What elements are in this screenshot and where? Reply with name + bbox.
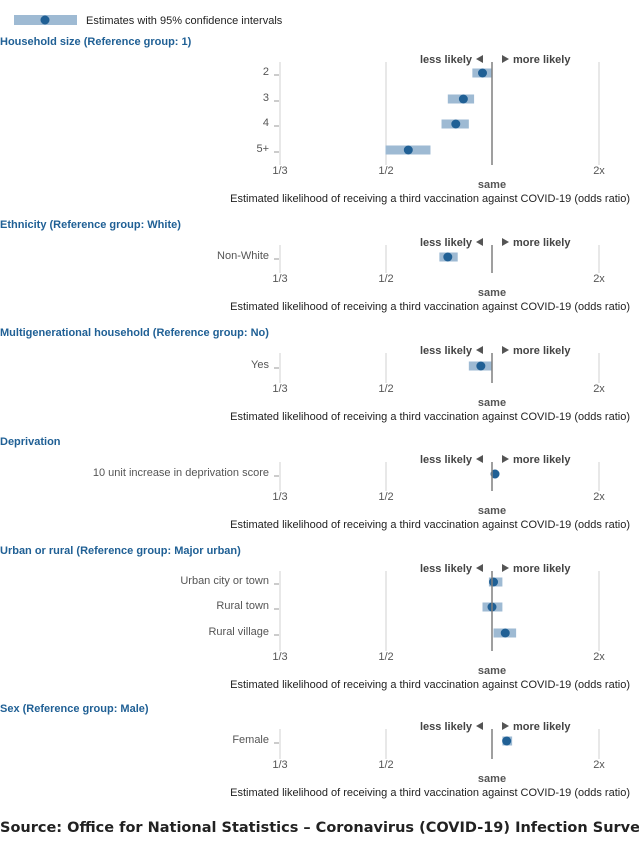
panel: Household size (Reference group: 1) less … <box>0 36 630 205</box>
estimate-point <box>451 119 461 129</box>
category-label: 10 unit increase in deprivation score <box>93 467 269 479</box>
panel-title: Ethnicity (Reference group: White) <box>0 219 181 231</box>
estimate-point <box>490 469 500 479</box>
tick-label: 1/3 <box>272 491 287 503</box>
tick-label: 1/2 <box>378 759 393 771</box>
estimate-point <box>458 94 468 104</box>
arrow-right-icon <box>502 55 509 63</box>
tick-label: 1/2 <box>378 165 393 177</box>
arrow-left-icon <box>476 455 483 463</box>
x-axis-title: Estimated likelihood of receiving a thir… <box>230 519 630 531</box>
tick-label: 2x <box>593 273 605 285</box>
tick-label: 1/2 <box>378 273 393 285</box>
panel-title: Sex (Reference group: Male) <box>0 703 149 715</box>
tick-label: 1/2 <box>378 383 393 395</box>
more-likely-label: more likely <box>513 454 571 466</box>
panel-title: Urban or rural (Reference group: Major u… <box>0 545 241 557</box>
less-likely-label: less likely <box>420 563 473 575</box>
less-likely-label: less likely <box>420 237 473 249</box>
panel: Deprivation less likely more likely 10 unit… <box>0 436 630 531</box>
arrow-left-icon <box>476 722 483 730</box>
arrow-left-icon <box>476 55 483 63</box>
tick-label-same: same <box>478 773 506 785</box>
tick-label-same: same <box>478 287 506 299</box>
tick-label: 1/3 <box>272 759 287 771</box>
panel-title: Household size (Reference group: 1) <box>0 36 192 48</box>
estimate-point <box>502 736 512 746</box>
panel: Urban or rural (Reference group: Major u… <box>0 545 630 691</box>
x-axis-title: Estimated likelihood of receiving a thir… <box>230 679 630 691</box>
category-label: Female <box>232 734 269 746</box>
tick-label: 1/3 <box>272 383 287 395</box>
panel-title: Multigenerational household (Reference g… <box>0 327 269 339</box>
panel: Multigenerational household (Reference g… <box>0 327 630 423</box>
category-label: Non-White <box>217 250 269 262</box>
estimate-point <box>477 68 487 78</box>
tick-label-same: same <box>478 397 506 409</box>
category-label: 2 <box>263 66 269 78</box>
x-axis-title: Estimated likelihood of receiving a thir… <box>230 193 630 205</box>
less-likely-label: less likely <box>420 54 473 66</box>
tick-label: 1/2 <box>378 651 393 663</box>
panel: Ethnicity (Reference group: White) less l… <box>0 219 630 313</box>
panel-title: Deprivation <box>0 436 61 448</box>
source-note: Source: Office for National Statistics –… <box>0 820 639 836</box>
more-likely-label: more likely <box>513 237 571 249</box>
category-label: Rural village <box>208 626 269 638</box>
x-axis-title: Estimated likelihood of receiving a thir… <box>230 411 630 423</box>
arrow-right-icon <box>502 238 509 246</box>
tick-label-same: same <box>478 505 506 517</box>
tick-label: 1/3 <box>272 651 287 663</box>
x-axis-title: Estimated likelihood of receiving a thir… <box>230 787 630 799</box>
panels: Household size (Reference group: 1) less … <box>0 36 630 799</box>
estimate-point <box>403 145 413 155</box>
estimate-point <box>489 577 499 587</box>
panel: Sex (Reference group: Male) less likely mo… <box>0 703 630 799</box>
tick-label: 2x <box>593 651 605 663</box>
arrow-right-icon <box>502 722 509 730</box>
more-likely-label: more likely <box>513 721 571 733</box>
arrow-right-icon <box>502 564 509 572</box>
legend: Estimates with 95% confidence intervals <box>14 15 283 27</box>
arrow-right-icon <box>502 346 509 354</box>
tick-label: 1/3 <box>272 273 287 285</box>
category-label: 4 <box>263 117 269 129</box>
tick-label: 1/2 <box>378 491 393 503</box>
tick-label-same: same <box>478 665 506 677</box>
tick-label: 2x <box>593 491 605 503</box>
tick-label: 2x <box>593 759 605 771</box>
arrow-right-icon <box>502 455 509 463</box>
category-label: Yes <box>251 359 269 371</box>
estimate-point <box>443 252 453 262</box>
legend-point-swatch <box>40 15 50 25</box>
estimate-point <box>476 361 486 371</box>
tick-label-same: same <box>478 179 506 191</box>
tick-label: 2x <box>593 383 605 395</box>
less-likely-label: less likely <box>420 454 473 466</box>
estimate-point <box>500 628 510 638</box>
category-label: Urban city or town <box>180 575 269 587</box>
arrow-left-icon <box>476 346 483 354</box>
more-likely-label: more likely <box>513 563 571 575</box>
category-label: Rural town <box>216 600 269 612</box>
more-likely-label: more likely <box>513 54 571 66</box>
more-likely-label: more likely <box>513 345 571 357</box>
category-label: 5+ <box>256 143 269 155</box>
tick-label: 2x <box>593 165 605 177</box>
tick-label: 1/3 <box>272 165 287 177</box>
arrow-left-icon <box>476 564 483 572</box>
x-axis-title: Estimated likelihood of receiving a thir… <box>230 301 630 313</box>
legend-label: Estimates with 95% confidence intervals <box>86 15 283 27</box>
less-likely-label: less likely <box>420 721 473 733</box>
category-label: 3 <box>263 92 269 104</box>
less-likely-label: less likely <box>420 345 473 357</box>
arrow-left-icon <box>476 238 483 246</box>
